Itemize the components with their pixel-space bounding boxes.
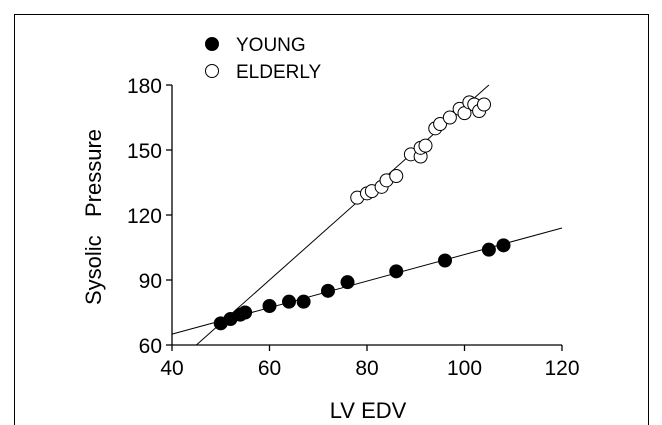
y-tick-label: 120 (127, 205, 162, 228)
point-elderly (433, 117, 448, 131)
x-tick-label: 60 (258, 357, 281, 380)
point-young (282, 294, 296, 309)
chart-frame (14, 14, 649, 425)
x-axis-title: LV EDV (330, 398, 407, 423)
point-young (340, 275, 355, 290)
legend-marker-elderly (205, 64, 219, 78)
y-tick-label: 150 (127, 140, 162, 163)
fit-lines (171, 84, 563, 346)
point-young (481, 242, 496, 257)
point-young (438, 253, 452, 268)
point-young (389, 264, 404, 279)
x-tick-label: 100 (447, 357, 482, 380)
x-tick-label: 120 (544, 357, 579, 380)
point-elderly (477, 97, 491, 112)
legend-label-young: YOUNG (236, 35, 306, 56)
legend: YOUNG ELDERLY (205, 35, 322, 83)
y-tick-label: 90 (139, 270, 162, 293)
point-elderly (389, 169, 404, 183)
legend-marker-young (205, 37, 219, 51)
data-points (213, 95, 511, 331)
point-young (296, 294, 311, 309)
legend-label-elderly: ELDERLY (236, 62, 322, 83)
point-young (321, 283, 335, 298)
y-axis-title: Sysolic Pressure (81, 129, 106, 305)
axes (171, 85, 562, 346)
x-tick-label: 80 (355, 357, 378, 380)
y-tick-label: 60 (139, 335, 162, 358)
point-elderly (442, 110, 457, 125)
point-young (262, 299, 277, 313)
point-young (238, 305, 253, 320)
point-elderly (418, 138, 433, 153)
y-tick-label: 180 (127, 75, 162, 98)
x-tick-label: 40 (160, 357, 183, 380)
point-young (496, 238, 511, 253)
